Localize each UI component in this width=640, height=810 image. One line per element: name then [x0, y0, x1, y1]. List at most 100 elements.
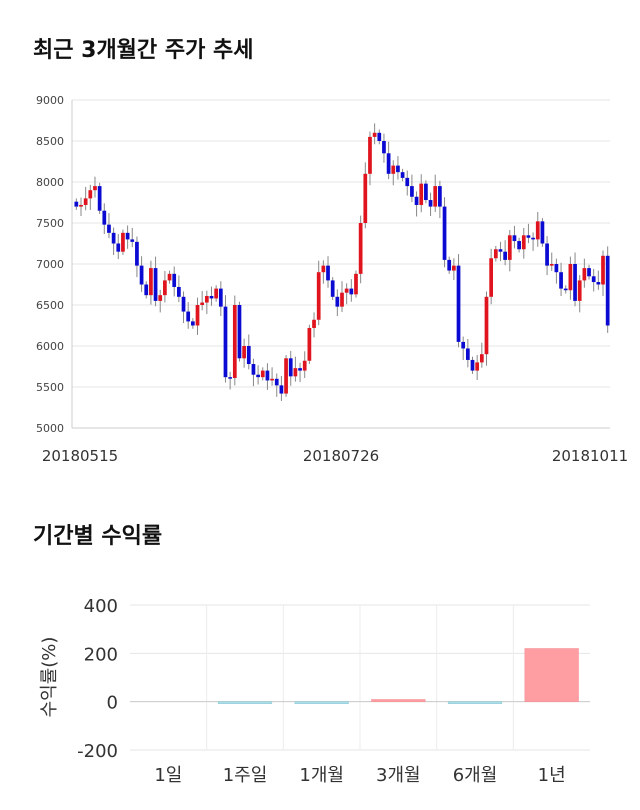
candle-body: [596, 282, 601, 285]
candle-body: [312, 319, 316, 328]
candle-body: [130, 239, 135, 242]
candle-body: [489, 258, 494, 297]
candle-body: [535, 221, 540, 240]
candle-body: [307, 327, 312, 361]
candle-body: [428, 200, 433, 207]
candle-body: [279, 385, 284, 394]
y-tick-label: 8000: [36, 176, 64, 189]
candle-body: [493, 249, 498, 259]
candle-body: [107, 224, 111, 233]
candle-body: [97, 186, 102, 211]
candle-body: [167, 273, 172, 281]
candle-body: [456, 265, 461, 342]
candle-body: [605, 255, 610, 326]
candle-body: [111, 232, 116, 244]
candle-body: [153, 268, 158, 301]
candle-body: [372, 132, 377, 137]
candle-body: [563, 288, 568, 291]
candle-body: [125, 232, 130, 240]
y-tick-label: 6000: [36, 340, 64, 353]
candle-body: [251, 364, 256, 375]
candle-body: [121, 232, 125, 252]
candle-body: [149, 268, 153, 296]
candle-body: [601, 255, 605, 285]
y-tick-label: 200: [84, 644, 118, 665]
candle-body: [414, 196, 419, 205]
candle-body: [531, 237, 535, 240]
candle-body: [582, 268, 587, 281]
candle-body: [549, 264, 554, 266]
candle-body: [521, 235, 526, 250]
candle-body: [461, 341, 466, 349]
candle-body: [573, 264, 577, 301]
y-tick-label: 5000: [36, 422, 64, 435]
candle-body: [568, 264, 573, 291]
candle-body: [330, 280, 335, 297]
candle-body: [405, 177, 410, 187]
candle-body: [438, 186, 442, 207]
candle-body: [158, 295, 163, 301]
candle-body: [139, 265, 144, 285]
candle-body: [79, 204, 83, 207]
candle-body: [512, 235, 517, 242]
candle-body: [316, 272, 321, 320]
candle-body: [591, 276, 596, 283]
period-return-title: 기간별 수익률: [33, 524, 163, 549]
x-tick-label: 1년: [538, 765, 566, 786]
candle-body: [517, 241, 521, 250]
x-tick-label: 6개월: [453, 765, 498, 786]
candle-body: [382, 141, 386, 154]
candle-body: [228, 377, 233, 379]
candle-body: [265, 370, 270, 381]
candle-body: [195, 305, 200, 326]
return-bar: [371, 699, 426, 702]
x-tick-label: 3개월: [376, 765, 421, 786]
candle-body: [260, 370, 265, 378]
candle-body: [587, 268, 591, 277]
candle-body: [377, 132, 382, 141]
candle-body: [424, 183, 428, 201]
candle-body: [419, 183, 424, 205]
x-tick-label: 20181011: [552, 447, 628, 465]
candle-body: [93, 186, 97, 191]
return-bar-chart: -200 0 200 400 수익률(%) 1일 1주일 1개월 3개월 6개월 1년: [39, 596, 590, 786]
y-tick-label: 5500: [36, 381, 64, 394]
candle-body: [498, 249, 503, 252]
candle-body: [190, 321, 195, 326]
candle-body: [293, 368, 298, 377]
y-tick-label: 7000: [36, 258, 64, 271]
candle-body: [204, 295, 209, 303]
candle-body: [410, 186, 414, 197]
candle-body: [181, 296, 186, 312]
candle-body: [256, 374, 260, 378]
candle-body: [475, 362, 480, 371]
x-tick-label: 20180515: [42, 447, 118, 465]
candle-body: [302, 360, 307, 371]
candle-body: [400, 172, 405, 178]
candle-body: [200, 302, 205, 305]
candle-body: [442, 206, 447, 260]
candle-body: [326, 265, 330, 281]
candle-body: [274, 378, 279, 386]
candle-body: [363, 173, 368, 223]
candle-body: [368, 136, 372, 174]
candle-body: [447, 259, 452, 271]
candle-body: [540, 221, 545, 244]
candle-body: [344, 288, 349, 293]
candle-body: [223, 306, 228, 378]
return-bar: [524, 648, 579, 702]
candle-body: [163, 280, 167, 296]
candle-body: [237, 305, 242, 359]
return-bar: [217, 701, 273, 704]
candle-body: [102, 210, 107, 225]
candle-body: [209, 295, 214, 299]
candle-body: [288, 358, 293, 377]
candle-body: [526, 235, 531, 238]
candle-body: [144, 284, 149, 296]
candle-body: [172, 273, 177, 287]
candle-body: [232, 305, 237, 378]
candle-body: [270, 378, 274, 381]
candle-body: [503, 251, 507, 260]
candle-body: [479, 354, 484, 363]
candle-body: [284, 358, 288, 394]
